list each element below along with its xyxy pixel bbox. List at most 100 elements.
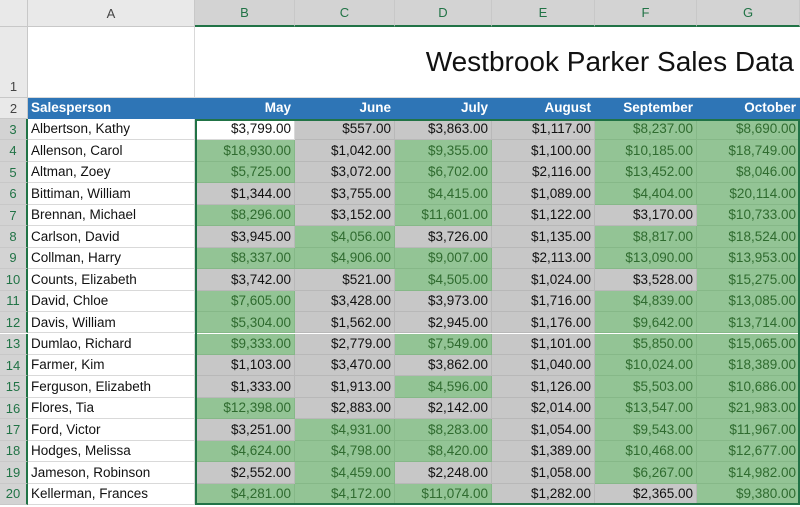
cell[interactable]: $2,552.00 xyxy=(195,462,295,484)
cell[interactable]: $3,945.00 xyxy=(195,226,295,248)
cell[interactable]: $5,850.00 xyxy=(595,333,697,355)
row-header[interactable]: 9 xyxy=(0,247,28,270)
cell[interactable]: Bittiman, William xyxy=(28,183,195,205)
row-header[interactable]: 10 xyxy=(0,269,28,291)
cell[interactable]: $18,930.00 xyxy=(195,140,295,162)
cell[interactable]: $1,913.00 xyxy=(295,376,395,398)
cell[interactable]: $13,085.00 xyxy=(697,290,800,313)
cell[interactable]: $3,470.00 xyxy=(295,354,395,377)
cell[interactable]: $9,642.00 xyxy=(595,312,697,334)
cell[interactable]: $3,152.00 xyxy=(295,204,395,227)
cell[interactable]: $1,344.00 xyxy=(195,183,295,205)
cell[interactable]: $2,116.00 xyxy=(492,161,595,184)
cell[interactable]: $9,543.00 xyxy=(595,419,697,441)
cell[interactable]: $8,296.00 xyxy=(195,204,295,227)
row-header[interactable]: 17 xyxy=(0,419,28,441)
cell[interactable]: $1,135.00 xyxy=(492,226,595,248)
cell[interactable]: $1,040.00 xyxy=(492,354,595,377)
cell[interactable]: $4,415.00 xyxy=(395,183,492,205)
cell[interactable]: $6,702.00 xyxy=(395,161,492,184)
column-header[interactable]: C xyxy=(295,0,395,27)
cell[interactable]: $3,863.00 xyxy=(395,119,492,141)
cell[interactable]: Farmer, Kim xyxy=(28,354,195,377)
cell[interactable]: Ford, Victor xyxy=(28,419,195,441)
row-header[interactable]: 12 xyxy=(0,312,28,334)
cell[interactable]: $5,304.00 xyxy=(195,312,295,334)
cell[interactable]: Brennan, Michael xyxy=(28,204,195,227)
cell[interactable]: $8,690.00 xyxy=(697,119,800,141)
row-header[interactable]: 1 xyxy=(0,27,28,98)
column-header[interactable]: G xyxy=(697,0,800,27)
cell[interactable]: $10,185.00 xyxy=(595,140,697,162)
row-header[interactable]: 2 xyxy=(0,98,28,119)
header-cell[interactable]: Salesperson xyxy=(28,98,195,119)
row-header[interactable]: 5 xyxy=(0,161,28,184)
cell[interactable]: $3,528.00 xyxy=(595,269,697,291)
cell[interactable]: $20,114.00 xyxy=(697,183,800,205)
row-header[interactable]: 3 xyxy=(0,119,28,141)
column-header[interactable]: F xyxy=(595,0,697,27)
column-header[interactable]: B xyxy=(195,0,295,27)
cell[interactable]: Flores, Tia xyxy=(28,397,195,420)
header-cell[interactable]: October xyxy=(697,98,800,119)
cell[interactable]: Carlson, David xyxy=(28,226,195,248)
cell[interactable]: $4,056.00 xyxy=(295,226,395,248)
cell[interactable]: $3,428.00 xyxy=(295,290,395,313)
cell[interactable]: $18,524.00 xyxy=(697,226,800,248)
row-header[interactable]: 8 xyxy=(0,226,28,248)
cell[interactable]: $2,142.00 xyxy=(395,397,492,420)
cell[interactable]: $3,799.00 xyxy=(195,119,295,141)
row-header[interactable]: 18 xyxy=(0,440,28,463)
cell[interactable] xyxy=(28,27,195,98)
column-header[interactable]: A xyxy=(28,0,195,27)
header-cell[interactable]: July xyxy=(395,98,492,119)
cell[interactable]: $1,716.00 xyxy=(492,290,595,313)
cell[interactable]: $11,601.00 xyxy=(395,204,492,227)
cell[interactable]: $13,547.00 xyxy=(595,397,697,420)
cell[interactable]: $7,549.00 xyxy=(395,333,492,355)
column-header[interactable]: E xyxy=(492,0,595,27)
header-cell[interactable]: August xyxy=(492,98,595,119)
cell[interactable]: $2,014.00 xyxy=(492,397,595,420)
row-header[interactable]: 15 xyxy=(0,376,28,398)
cell[interactable]: $8,046.00 xyxy=(697,161,800,184)
cell[interactable]: $13,953.00 xyxy=(697,247,800,270)
cell[interactable]: $9,333.00 xyxy=(195,333,295,355)
cell[interactable]: $1,103.00 xyxy=(195,354,295,377)
cell[interactable]: $2,883.00 xyxy=(295,397,395,420)
cell[interactable]: $1,024.00 xyxy=(492,269,595,291)
cell[interactable]: $13,090.00 xyxy=(595,247,697,270)
cell[interactable]: $4,931.00 xyxy=(295,419,395,441)
row-header[interactable]: 11 xyxy=(0,290,28,313)
cell[interactable]: Collman, Harry xyxy=(28,247,195,270)
cell[interactable]: $4,596.00 xyxy=(395,376,492,398)
cell[interactable]: $1,562.00 xyxy=(295,312,395,334)
cell[interactable]: $10,686.00 xyxy=(697,376,800,398)
corner[interactable] xyxy=(0,0,28,27)
cell[interactable]: $4,459.00 xyxy=(295,462,395,484)
cell[interactable]: $1,126.00 xyxy=(492,376,595,398)
sheet-title[interactable]: Westbrook Parker Sales Data xyxy=(195,27,800,98)
header-cell[interactable]: May xyxy=(195,98,295,119)
cell[interactable]: $2,113.00 xyxy=(492,247,595,270)
cell[interactable]: $521.00 xyxy=(295,269,395,291)
cell[interactable]: $1,333.00 xyxy=(195,376,295,398)
cell[interactable]: $8,337.00 xyxy=(195,247,295,270)
row-header[interactable]: 4 xyxy=(0,140,28,162)
cell[interactable]: $11,074.00 xyxy=(395,483,492,506)
cell[interactable]: $12,398.00 xyxy=(195,397,295,420)
cell[interactable]: $13,452.00 xyxy=(595,161,697,184)
row-header[interactable]: 14 xyxy=(0,354,28,377)
cell[interactable]: David, Chloe xyxy=(28,290,195,313)
cell[interactable]: $1,117.00 xyxy=(492,119,595,141)
cell[interactable]: $557.00 xyxy=(295,119,395,141)
cell[interactable]: Allenson, Carol xyxy=(28,140,195,162)
cell[interactable]: Hodges, Melissa xyxy=(28,440,195,463)
cell[interactable]: $21,983.00 xyxy=(697,397,800,420)
cell[interactable]: $9,355.00 xyxy=(395,140,492,162)
cell[interactable]: $10,024.00 xyxy=(595,354,697,377)
cell[interactable]: $2,248.00 xyxy=(395,462,492,484)
cell[interactable]: $4,624.00 xyxy=(195,440,295,463)
cell[interactable]: $4,505.00 xyxy=(395,269,492,291)
cell[interactable]: $2,365.00 xyxy=(595,483,697,506)
